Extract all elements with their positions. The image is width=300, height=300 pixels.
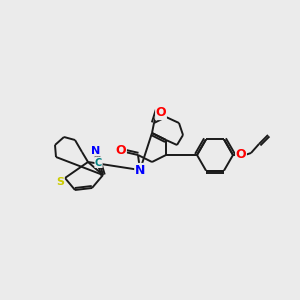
Text: N: N — [135, 164, 145, 176]
Text: O: O — [156, 106, 166, 119]
Text: N: N — [91, 146, 100, 156]
Text: S: S — [56, 177, 64, 187]
Text: O: O — [236, 148, 246, 161]
Text: O: O — [116, 143, 126, 157]
Text: C: C — [95, 158, 102, 167]
